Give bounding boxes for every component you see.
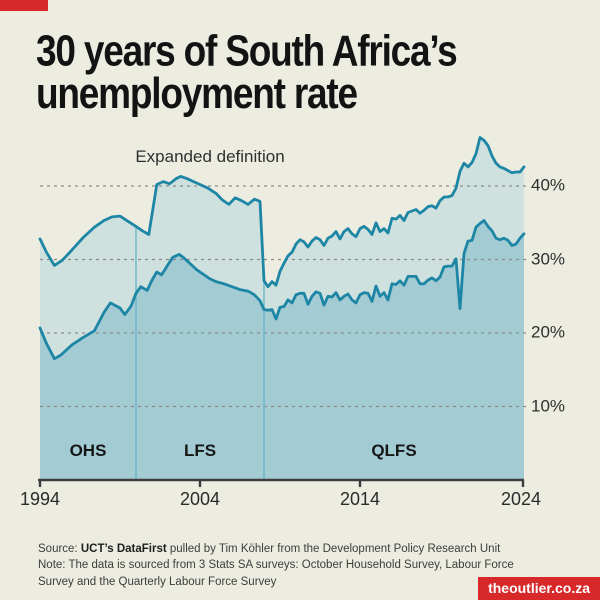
- page-title-line2: unemployment rate: [36, 68, 358, 117]
- footer-source-rest: pulled by Tim Köhler from the Developmen…: [166, 543, 501, 555]
- y-axis-label-40: 40%: [531, 175, 566, 195]
- footer-source-bold: UCT’s DataFirst: [80, 543, 167, 555]
- branding-link[interactable]: theoutlier.co.za: [478, 577, 600, 600]
- x-axis: [38, 478, 525, 487]
- series-label-expanded: Expanded definition: [135, 147, 285, 166]
- x-axis-label-1994: 1994: [19, 489, 61, 509]
- x-axis-label-2014: 2014: [339, 489, 381, 509]
- footer-note-line: Note: The data is sourced from 3 Stats S…: [38, 559, 514, 588]
- era-label-ohs: OHS: [69, 441, 107, 460]
- era-label-lfs: LFS: [183, 441, 217, 460]
- footer-source-prefix: Source:: [38, 543, 81, 555]
- y-axis-label-10: 10%: [531, 396, 566, 416]
- y-axis-label-30: 30%: [531, 249, 566, 269]
- era-dividers: [135, 226, 265, 480]
- footer: Source: UCT’s DataFirst pulled by Tim Kö…: [38, 541, 538, 590]
- page-title-line1: 30 years of South Africa’s: [36, 26, 458, 75]
- official-line: [38, 219, 526, 361]
- accent-bar: [0, 0, 48, 11]
- x-axis-label-2004: 2004: [179, 489, 221, 509]
- y-axis-label-20: 20%: [531, 322, 566, 342]
- x-axis-label-2024: 2024: [500, 489, 542, 509]
- expanded-line: [38, 136, 526, 289]
- footer-source-line: Source: UCT’s DataFirst pulled by Tim Kö…: [38, 541, 538, 557]
- page-title: 30 years of South Africa’s unemployment …: [36, 26, 458, 117]
- era-label-qlfs: QLFS: [371, 441, 417, 460]
